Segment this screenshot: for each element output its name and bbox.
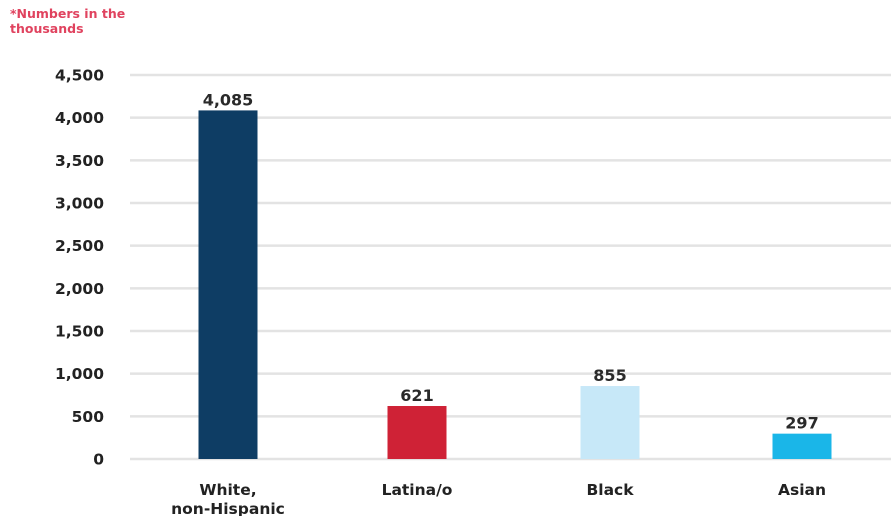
bar-value-label: 621	[400, 386, 433, 405]
y-tick-label: 1,000	[55, 365, 104, 383]
bar	[772, 433, 832, 459]
bar-value-label: 855	[593, 366, 626, 385]
bars	[198, 110, 832, 459]
bar-value-label: 4,085	[203, 90, 254, 109]
y-tick-label: 500	[72, 408, 105, 426]
bar-value-label: 297	[785, 414, 818, 433]
bar	[387, 406, 447, 459]
y-tick-label: 1,500	[55, 323, 104, 341]
x-category-label: Black	[586, 481, 634, 499]
y-tick-label: 4,000	[55, 109, 104, 127]
x-category-label: White,	[199, 481, 256, 499]
x-category-label: Latina/o	[382, 481, 453, 499]
x-category-label: Asian	[778, 481, 826, 499]
y-tick-label: 2,500	[55, 237, 104, 255]
x-category-label: non-Hispanic	[171, 500, 285, 516]
category-labels: White,non-Hispanic Latina/o Black Asian	[171, 481, 826, 516]
bar	[198, 110, 258, 459]
y-tick-label: 4,500	[55, 67, 104, 85]
y-tick-label: 2,000	[55, 280, 104, 298]
units-note: *Numbers in the thousands	[10, 6, 126, 36]
y-tick-label: 3,500	[55, 152, 104, 170]
value-labels: 4,085 621 855 297	[203, 90, 819, 432]
y-axis-ticks: 0 500 1,000 1,500 2,000 2,500 3,000 3,500 4,000 4…	[55, 67, 104, 469]
y-tick-label: 0	[93, 451, 104, 469]
y-tick-label: 3,000	[55, 195, 104, 213]
bar	[580, 386, 640, 459]
